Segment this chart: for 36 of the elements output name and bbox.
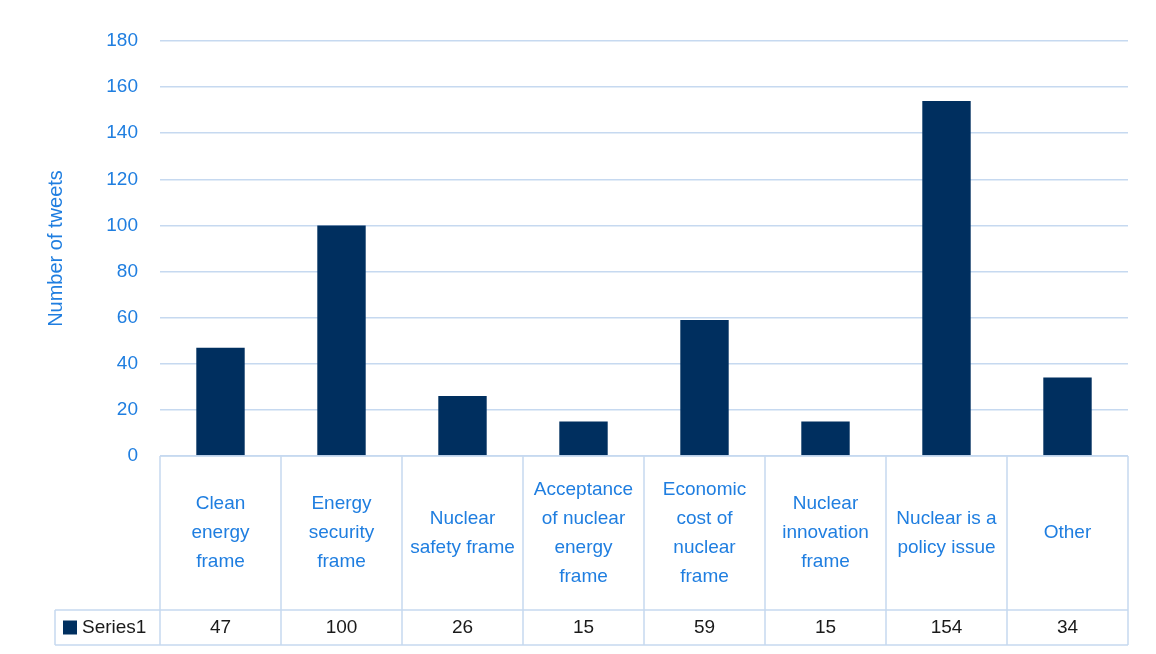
data-label: 47 (209, 615, 232, 637)
data-label: 100 (325, 615, 358, 637)
x-tick-label: Clean energy frame (191, 492, 251, 572)
data-label: 15 (572, 615, 595, 637)
data-label: 154 (930, 615, 963, 637)
bar (317, 225, 366, 456)
x-tick-label: Nuclear innovation frame (782, 492, 869, 572)
x-tick-label: Economic cost of nuclear frame (662, 477, 747, 586)
y-tick-label: 60 (116, 305, 138, 327)
x-tick-label: Nuclear safety frame (410, 506, 515, 557)
bar (1043, 377, 1092, 456)
y-tick-label: 80 (116, 259, 138, 281)
y-tick-label: 40 (116, 352, 138, 374)
data-label: 15 (814, 615, 837, 637)
y-axis-title: Number of tweets (43, 170, 66, 327)
x-tick-label: Acceptance of nuclear energy frame (533, 477, 634, 586)
bar (196, 347, 245, 456)
x-tick-label: Nuclear is a policy issue (896, 506, 998, 557)
y-tick-label: 20 (116, 398, 138, 420)
y-tick-label: 140 (106, 121, 138, 143)
bar (922, 100, 971, 456)
y-tick-label: 120 (106, 167, 138, 189)
bar (680, 319, 729, 456)
y-tick-label: 180 (106, 29, 138, 51)
bar (559, 421, 608, 456)
y-tick-label: 100 (106, 213, 138, 235)
bar (801, 421, 850, 456)
data-label: 34 (1056, 615, 1079, 637)
data-label: 26 (451, 615, 474, 637)
x-tick-label: Other (1043, 521, 1092, 543)
bar (438, 396, 487, 456)
y-tick-label: 160 (106, 75, 138, 97)
y-tick-label: 0 (127, 444, 138, 466)
legend-label: Series1 (82, 615, 147, 637)
x-tick-label: Energy security frame (308, 492, 375, 572)
data-label: 59 (693, 615, 716, 637)
